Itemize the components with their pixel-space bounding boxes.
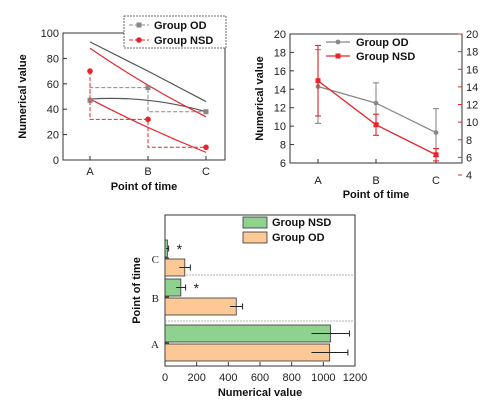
y-tick-label: 40 bbox=[47, 104, 59, 116]
legend-nsd-label: Group NSD bbox=[154, 35, 213, 47]
x-tick-label: 1000 bbox=[311, 372, 335, 384]
x-tick-label: 1200 bbox=[343, 372, 367, 384]
y-tick-label: 60 bbox=[47, 79, 59, 91]
x-axis-title: Numerical value bbox=[218, 387, 302, 399]
y-tick-label: 10 bbox=[274, 121, 286, 133]
od-bar bbox=[164, 297, 237, 316]
y-right-tick-label: 14 bbox=[466, 82, 478, 94]
chart-top-left-band: 0 20 40 60 80 100 A B C Point of time Numerical va… bbox=[17, 15, 227, 193]
od-point bbox=[87, 97, 93, 103]
od-band-lower bbox=[89, 97, 207, 113]
x-tick-label: B bbox=[144, 166, 151, 178]
nsd-point bbox=[87, 68, 93, 74]
legend-od-label: Group OD bbox=[356, 37, 409, 49]
legend-box bbox=[123, 15, 227, 49]
y-tick-label: 14 bbox=[274, 84, 286, 96]
legend-od-swatch bbox=[242, 231, 268, 244]
y-right-tick-label: 4 bbox=[466, 170, 472, 182]
x-tick-label: 400 bbox=[219, 372, 237, 384]
y-tick-label: B bbox=[152, 293, 159, 305]
plot-frame bbox=[62, 32, 226, 161]
x-tick-label: 200 bbox=[187, 372, 205, 384]
x-tick-label: 800 bbox=[282, 372, 300, 384]
y-tick-label: 80 bbox=[47, 53, 59, 65]
legend-nsd-label: Group NSD bbox=[356, 51, 415, 63]
x-tick-label: B bbox=[372, 175, 379, 187]
od-bar bbox=[164, 343, 331, 362]
significance-marker: * bbox=[177, 241, 183, 257]
x-axis-title: Point of time bbox=[111, 181, 178, 193]
y-axis-title: Numerical value bbox=[17, 54, 29, 138]
y-tick-label: C bbox=[152, 254, 159, 266]
chart-top-right-errorbars: 6 8 10 12 14 16 18 20 4 6 8 10 12 14 16 18 20 A B C Point of… bbox=[254, 29, 478, 201]
y-tick-label: A bbox=[151, 339, 159, 351]
x-tick-label: 600 bbox=[251, 372, 269, 384]
legend-nsd-marker bbox=[335, 53, 341, 59]
y-tick-label: 0 bbox=[53, 155, 59, 167]
nsd-point bbox=[315, 78, 321, 84]
legend-od-label: Group OD bbox=[272, 232, 325, 244]
nsd-point bbox=[203, 144, 209, 151]
y-right-tick-label: 12 bbox=[466, 100, 478, 112]
od-point bbox=[203, 109, 209, 115]
significance-marker: * bbox=[194, 280, 200, 296]
y-right-tick-label: 8 bbox=[466, 135, 472, 147]
legend-od-label: Group OD bbox=[154, 20, 207, 32]
y-right-tick-label: 6 bbox=[466, 152, 472, 164]
y-tick-label: 12 bbox=[274, 103, 286, 115]
chart-bottom-horizontal-bars: 0 200 400 600 800 1000 1200 Numerical value Poin… bbox=[131, 214, 367, 399]
nsd-series-line bbox=[89, 71, 206, 148]
y-tick-label: 100 bbox=[41, 28, 59, 40]
legend-nsd-swatch bbox=[242, 216, 268, 229]
x-axis-title: Point of time bbox=[343, 189, 410, 201]
y-axis-title: Point of time bbox=[131, 257, 143, 324]
legend-od-marker bbox=[136, 22, 142, 28]
x-tick-label: C bbox=[432, 175, 440, 187]
od-point bbox=[433, 130, 439, 135]
legend-nsd-label: Group NSD bbox=[272, 217, 331, 229]
nsd-band-upper bbox=[89, 47, 207, 118]
x-tick-label: C bbox=[202, 166, 210, 178]
y-axis-title: Numerical value bbox=[254, 56, 266, 140]
y-tick-label: 18 bbox=[274, 47, 286, 59]
nsd-point bbox=[433, 152, 439, 158]
legend-nsd-marker bbox=[136, 37, 142, 43]
nsd-point bbox=[145, 116, 151, 123]
nsd-bar bbox=[164, 324, 331, 343]
y-right-tick-label: 16 bbox=[466, 64, 478, 76]
y-right-tick-label: 18 bbox=[466, 47, 478, 59]
y-tick-label: 20 bbox=[47, 130, 59, 142]
od-point bbox=[145, 85, 151, 91]
y-right-tick-label: 20 bbox=[466, 29, 478, 41]
legend-od-marker bbox=[335, 39, 341, 45]
y-tick-label: 16 bbox=[274, 66, 286, 78]
x-tick-label: A bbox=[86, 166, 94, 178]
nsd-point bbox=[373, 122, 379, 128]
x-tick-label: A bbox=[314, 175, 322, 187]
y-tick-label: 6 bbox=[280, 158, 286, 170]
y-tick-label: 8 bbox=[280, 140, 286, 152]
od-point bbox=[373, 100, 379, 106]
y-tick-label: 20 bbox=[274, 29, 286, 41]
od-band-upper bbox=[89, 41, 207, 103]
x-tick-label: 0 bbox=[162, 372, 168, 384]
y-right-tick-label: 10 bbox=[466, 117, 478, 129]
